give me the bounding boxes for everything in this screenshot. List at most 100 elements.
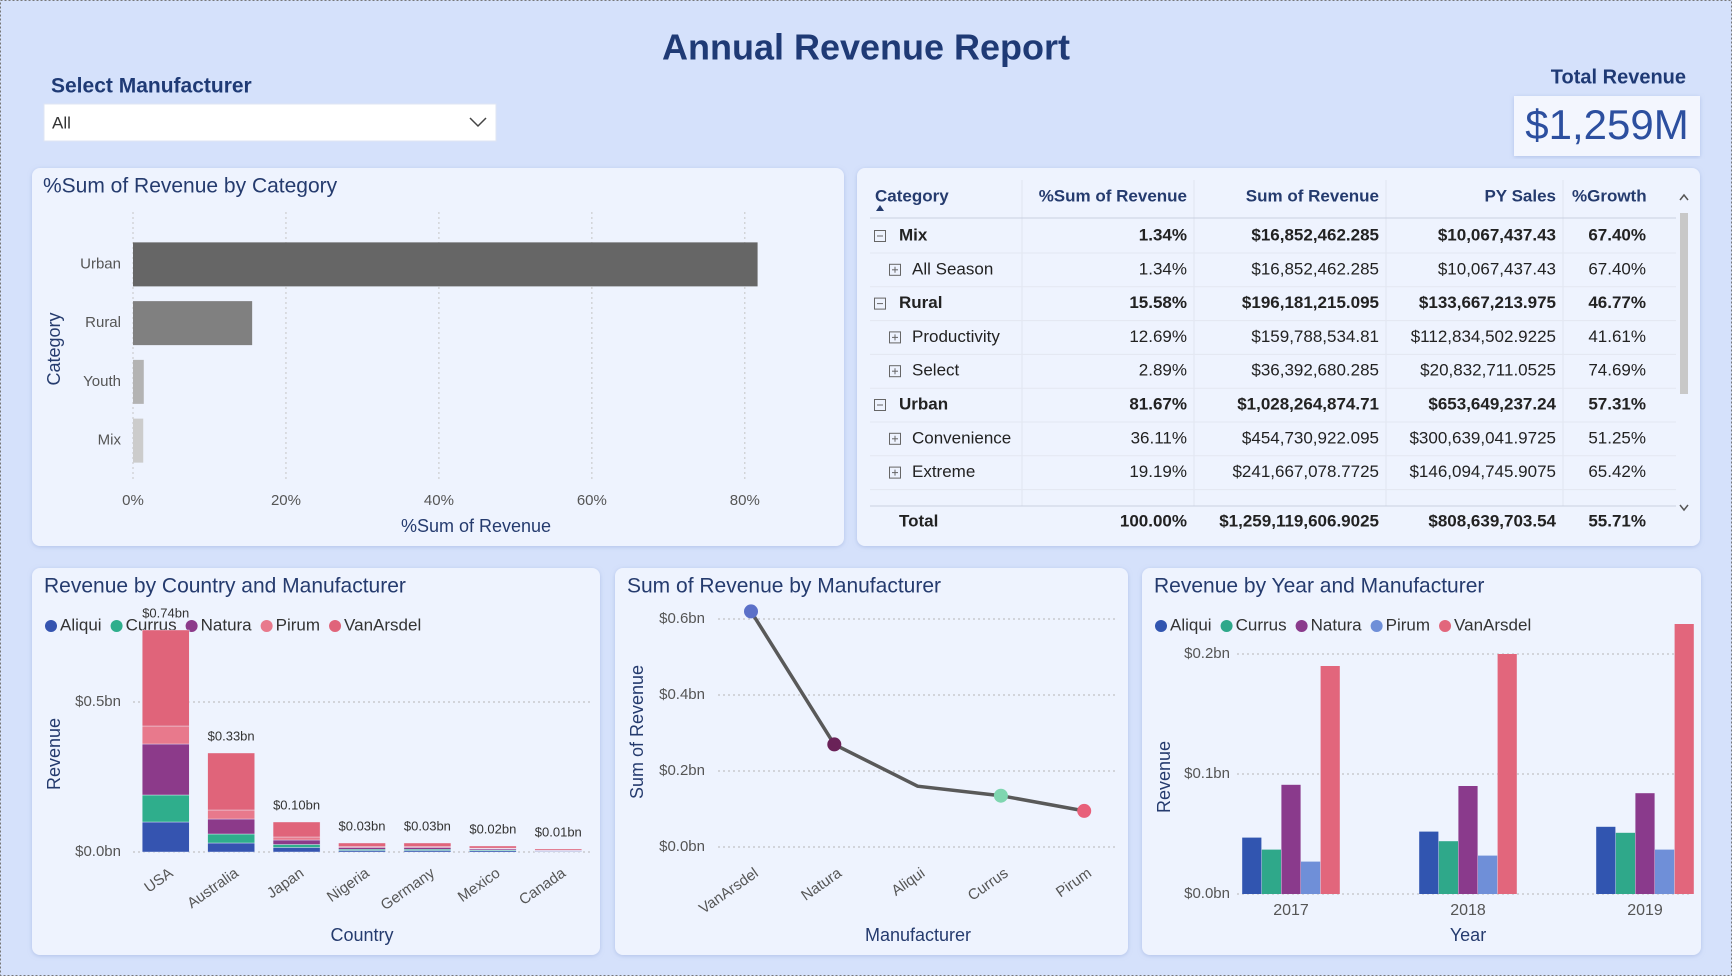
chart-title: %Sum of Revenue by Category [43,175,338,198]
table-cell: 67.40% [1588,225,1646,244]
bar [133,242,758,287]
bar [1242,837,1262,894]
bar [1674,624,1694,894]
data-label: $0.74bn [142,605,189,620]
bar-segment [207,818,255,835]
table-cell: $20,832,711.0525 [1420,361,1556,380]
expand-icon [889,263,901,276]
chart-title: Sum of Revenue by Manufacturer [627,575,941,598]
sort-arrow[interactable] [876,205,884,211]
legend-swatch [185,620,198,632]
table-cell: 65.42% [1588,462,1646,481]
table-cell: $454,730,922.095 [1242,428,1379,447]
x-axis-title: Manufacturer [865,925,971,945]
bar-segment [207,809,255,820]
bar [1438,841,1458,894]
bar-segment [207,833,255,844]
table-cell: $16,852,462.285 [1251,225,1379,244]
data-label: $0.33bn [208,728,255,743]
legend-label: Pirum [1386,615,1430,634]
scroll-down[interactable] [1679,504,1689,512]
y-tick-label: $0.0bn [1184,885,1230,902]
y-tick-label: Rural [85,314,121,331]
bar-segment [534,848,582,851]
legend-label: Aliqui [60,615,102,634]
kpi-value: $1,259M [1525,101,1688,148]
column-header: Sum of Revenue [1246,186,1379,205]
dropdown-box[interactable] [43,103,497,142]
bar-segment [272,847,321,853]
bar-segment [142,821,190,853]
x-tick-label: 80% [730,492,760,509]
table-cell: 46.77% [1588,293,1646,312]
expand-icon [874,297,886,310]
bar [1458,786,1478,894]
x-axis-title: Year [1450,925,1486,945]
point [827,737,842,752]
bar-segment [403,842,452,847]
table-cell: Extreme [912,462,975,481]
data-label: $0.02bn [469,821,516,836]
dropdown-value[interactable]: All [52,113,71,132]
legend-swatch [1155,620,1167,632]
bar-segment [272,836,321,841]
point [744,604,758,619]
point [1077,803,1092,818]
total-cell: $808,639,703.54 [1428,511,1556,530]
kpi-card [1514,96,1700,156]
total-cell: Total [899,511,938,530]
bar [1301,861,1321,894]
panel [857,168,1700,546]
column-header: %Growth [1572,186,1647,205]
legend-swatch [1370,620,1383,632]
x-tick-label: 2017 [1273,902,1309,919]
table-cell: Mix [899,225,928,244]
bar-segment [403,847,452,850]
bar [1635,793,1655,894]
legend-label: Pirum [276,615,320,634]
legend-label: VanArsdel [1454,615,1531,634]
total-cell: 55.71% [1588,511,1646,530]
total-cell: $1,259,119,606.9025 [1219,511,1379,530]
expand-icon [874,230,886,242]
total-cell: 100.00% [1120,511,1187,530]
bar [1497,654,1517,894]
y-tick-label: $0.5bn [75,693,121,710]
legend-label: Currus [1236,615,1287,634]
bar-segment [142,629,190,727]
legend-label: Natura [201,615,253,634]
slicer-dropdown[interactable]: All [43,103,497,142]
legend-label: VanArsdel [344,615,421,634]
x-tick-label: 60% [577,492,607,509]
column-header: PY Sales [1484,186,1556,205]
table-cell: 81.67% [1129,394,1187,413]
table-cell: $653,649,237.24 [1428,394,1556,413]
total-row-bg [870,506,1676,540]
slicer-label: Select Manufacturer [51,75,252,98]
table-cell: 36.11% [1131,428,1187,447]
x-tick-label: 2018 [1450,902,1486,919]
x-tick-label: 0% [122,492,144,509]
legend-swatch [1295,620,1308,632]
table-cell: 67.40% [1588,259,1646,278]
x-axis-title: %Sum of Revenue [401,516,551,536]
expand-icon [889,466,901,479]
scroll-up[interactable] [1679,193,1689,201]
scrollbar-thumb[interactable] [1680,213,1688,394]
x-tick-label: 20% [271,492,301,509]
table-cell: $196,181,215.095 [1242,293,1379,312]
table-cell: 19.19% [1129,462,1187,481]
y-tick-label: $0.4bn [659,686,705,703]
y-tick-label: $0.2bn [1184,645,1230,662]
legend-swatch [110,620,123,632]
panel [32,168,844,546]
bar [133,301,253,346]
table-cell: 57.31% [1588,394,1646,413]
matrix-table: Category %Sum of Revenue Sum of Revenue PY … [870,180,1676,540]
legend-label: Aliqui [1170,615,1212,634]
point [993,788,1008,803]
y-tick-label: $0.2bn [659,762,705,779]
dropdown-chevron[interactable] [469,117,487,128]
table-cell: $133,667,213.975 [1419,293,1556,312]
column-header: Category [875,186,949,205]
